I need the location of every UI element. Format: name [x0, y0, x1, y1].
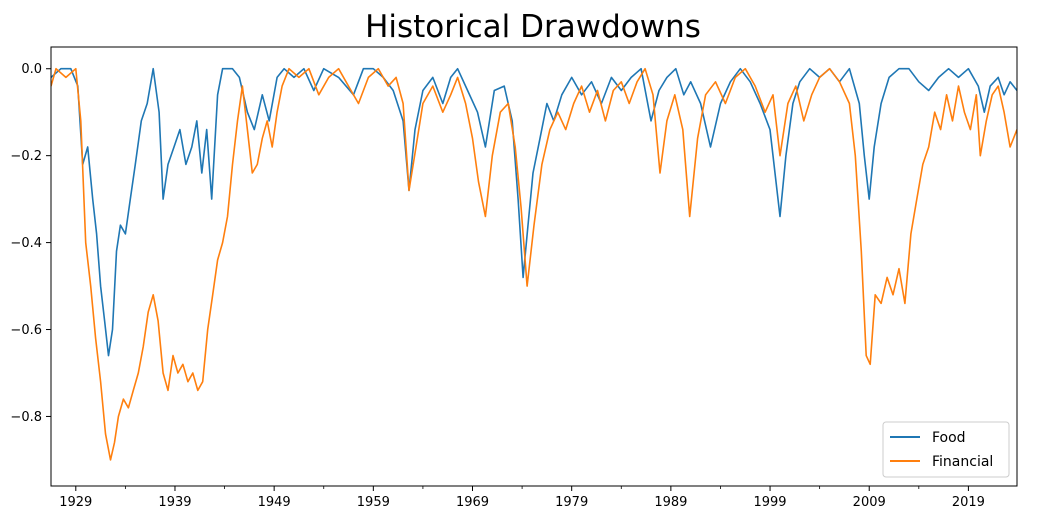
y-tick-label: −0.4: [10, 236, 42, 251]
x-tick-label: 1999: [753, 495, 786, 510]
x-tick-label: 2019: [952, 495, 985, 510]
legend-label-financial: Financial: [932, 454, 993, 470]
y-tick-label: 0.0: [21, 62, 42, 77]
x-tick-label: 1989: [654, 495, 687, 510]
x-tick-label: 1929: [59, 495, 92, 510]
legend: Food Financial: [882, 421, 1010, 478]
legend-label-food: Food: [932, 430, 966, 446]
x-tick-label: 1949: [258, 495, 291, 510]
y-tick-label: −0.8: [10, 410, 42, 425]
x-tick-label: 1939: [158, 495, 191, 510]
x-tick-label: 1959: [357, 495, 390, 510]
y-axis: 0.0 −0.2 −0.4 −0.6 −0.8: [10, 62, 51, 425]
series-line-financial: [51, 67, 1017, 461]
x-axis: 1929 1939 1949 1959 1969 1979 1989 1999 2009 2019: [59, 486, 985, 510]
legend-box: [882, 421, 1010, 478]
x-tick-label: 2009: [853, 495, 886, 510]
x-tick-label: 1969: [456, 495, 489, 510]
y-tick-label: −0.2: [10, 149, 42, 164]
series-line-food: [51, 67, 1017, 357]
y-tick-label: −0.6: [10, 323, 42, 338]
series-layer: [51, 67, 1017, 461]
plot-frame: [50, 46, 1018, 487]
chart-title: Historical Drawdowns: [365, 9, 701, 45]
x-tick-label: 1979: [555, 495, 588, 510]
